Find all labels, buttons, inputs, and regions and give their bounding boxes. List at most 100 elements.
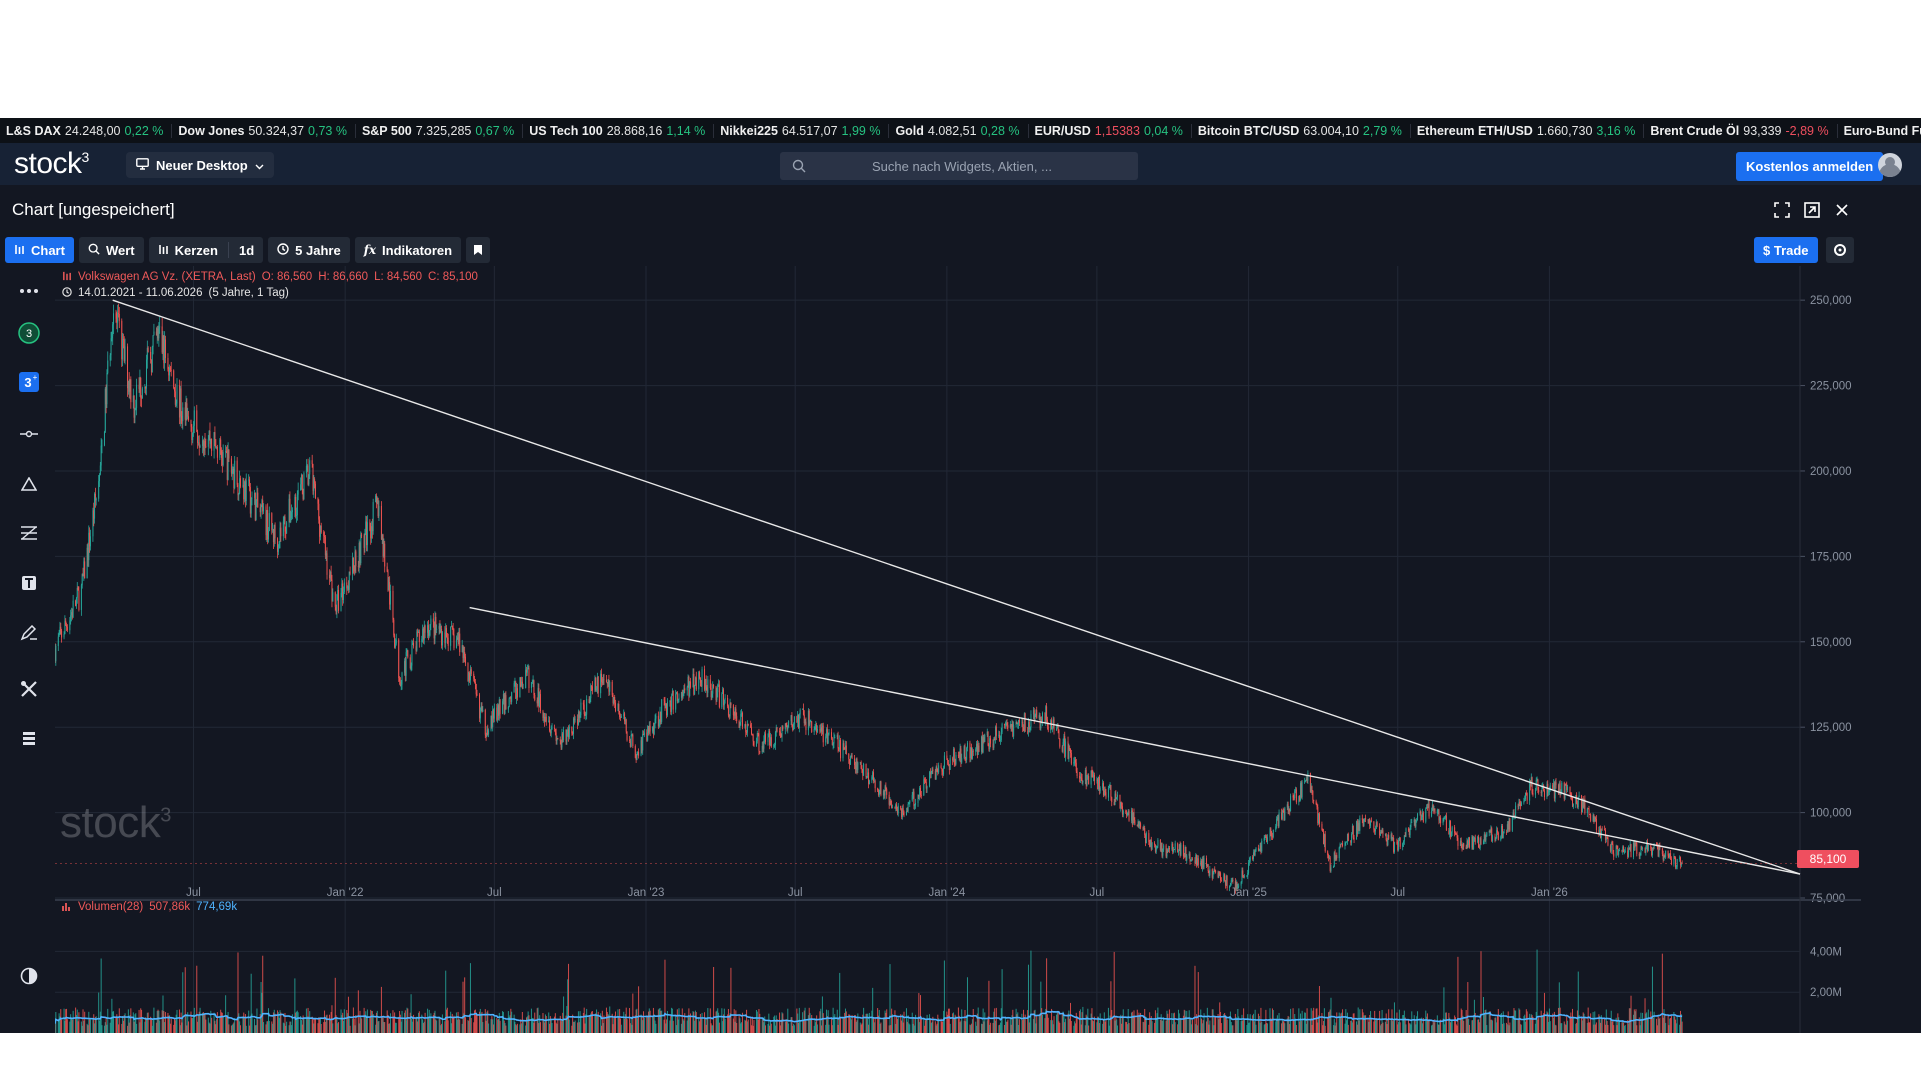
desktop-selector-button[interactable]: Neuer Desktop xyxy=(126,152,274,178)
ticker-item[interactable]: EUR/USD 1,15383 0,04 % xyxy=(1035,123,1192,138)
ticker-item[interactable]: US Tech 100 28.868,16 1,14 % xyxy=(529,123,715,138)
candle-body xyxy=(1426,807,1428,809)
ticker-item[interactable]: Bitcoin BTC/USD 63.004,10 2,79 % xyxy=(1198,123,1411,138)
volume-bar xyxy=(736,1023,738,1033)
volume-bar xyxy=(1451,1020,1453,1033)
candle-body xyxy=(937,771,939,773)
ticker-item[interactable]: Euro-Bund Future xyxy=(1844,124,1921,138)
volume-bar xyxy=(618,1016,620,1033)
volume-bar xyxy=(1092,1020,1094,1033)
ticker-item[interactable]: Brent Crude Öl 93,339 -2,89 % xyxy=(1650,123,1838,138)
popout-icon[interactable] xyxy=(1802,200,1822,220)
candle-body xyxy=(151,346,153,373)
ticker-item[interactable]: Dow Jones 50.324,37 0,73 % xyxy=(178,123,356,138)
text-tool-icon[interactable] xyxy=(17,571,41,595)
candle-body xyxy=(827,734,829,744)
theme-toggle-icon[interactable] xyxy=(17,964,41,988)
wert-button[interactable]: Wert xyxy=(78,237,144,263)
volume-bar xyxy=(1121,1023,1123,1033)
candle-body xyxy=(291,512,293,519)
volume-bar xyxy=(672,1020,674,1033)
candle-body xyxy=(851,755,853,759)
stock3-plus-icon[interactable]: 3 xyxy=(17,321,41,345)
candle-body xyxy=(586,698,588,715)
candle-body xyxy=(1369,818,1371,826)
interval-label[interactable]: 1d xyxy=(238,242,255,258)
candle-body xyxy=(774,732,776,746)
pen-tool-icon[interactable] xyxy=(17,621,41,645)
candle-body xyxy=(1403,841,1405,844)
triangle-tool-icon[interactable] xyxy=(17,472,41,496)
chart-button[interactable]: Chart xyxy=(5,237,74,263)
volume-bar xyxy=(1231,1025,1233,1033)
ticker-item[interactable]: Gold 4.082,51 0,28 % xyxy=(895,123,1029,138)
horizontal-line-tool-icon[interactable] xyxy=(17,422,41,446)
search-input[interactable]: Suche nach Widgets, Aktien, ... xyxy=(780,152,1138,180)
candle-body xyxy=(319,519,321,537)
settings-icon[interactable] xyxy=(1826,237,1854,263)
candle-body xyxy=(1633,842,1635,848)
volume-bar xyxy=(1126,1024,1128,1033)
indicators-button[interactable]: fx Indikatoren xyxy=(354,237,462,263)
candle-body xyxy=(888,794,890,805)
ticker-item[interactable]: S&P 500 7.325,285 0,67 % xyxy=(362,123,524,138)
candle-body xyxy=(1195,854,1197,864)
market-ticker[interactable]: L&S DAX 24.248,00 0,22 % Dow Jones 50.324,37… xyxy=(0,118,1921,143)
fibonacci-tool-icon[interactable] xyxy=(17,521,41,545)
volume-bar xyxy=(780,1019,782,1033)
candle-body xyxy=(920,795,922,796)
instrument-name[interactable]: Volkswagen AG Vz. (XETRA, Last) xyxy=(78,271,256,283)
candle-body xyxy=(1500,836,1502,841)
candle-body xyxy=(948,763,950,765)
ticker-item[interactable]: Ethereum ETH/USD 1.660,730 3,16 % xyxy=(1417,123,1645,138)
volume-bar xyxy=(1139,1014,1141,1033)
volume-bar xyxy=(577,1022,579,1033)
candle-body xyxy=(657,715,659,727)
volume-bar xyxy=(788,1023,790,1033)
trade-button[interactable]: $ Trade xyxy=(1754,237,1818,263)
volume-bar xyxy=(1565,1025,1567,1033)
candle-body xyxy=(1529,780,1531,787)
ticker-item[interactable]: L&S DAX 24.248,00 0,22 % xyxy=(6,123,173,138)
candle-body xyxy=(159,326,161,328)
candle-body xyxy=(589,698,591,703)
candle-body xyxy=(885,786,887,790)
close-icon[interactable] xyxy=(1832,200,1852,220)
tools-icon[interactable] xyxy=(17,677,41,701)
price-chart[interactable]: 250,000225,000200,000175,000150,000125,0… xyxy=(55,266,1861,1033)
candle-body xyxy=(896,809,898,814)
candle-body xyxy=(971,747,973,759)
volume-bar xyxy=(1293,1020,1295,1033)
volume-bar xyxy=(601,1010,603,1033)
candle-body xyxy=(1669,853,1671,857)
volume-bar xyxy=(940,1018,942,1033)
bookmark-button[interactable] xyxy=(466,237,491,263)
volume-bar xyxy=(221,1012,223,1033)
volume-bar xyxy=(245,1025,247,1033)
layers-icon[interactable] xyxy=(17,727,41,751)
candle-body xyxy=(1594,817,1596,822)
candle-body xyxy=(190,419,192,427)
signup-button[interactable]: Kostenlos anmelden xyxy=(1736,152,1884,181)
candle-body xyxy=(1177,843,1179,853)
candle-body xyxy=(577,718,579,725)
volume-bar xyxy=(718,1012,720,1033)
stock3-pro-icon[interactable]: 3 + xyxy=(17,370,41,394)
volume-bar xyxy=(776,1018,778,1033)
candle-body xyxy=(839,739,841,750)
candle-body xyxy=(197,431,199,443)
stock3-logo[interactable]: stock3 xyxy=(14,147,89,181)
volume-label[interactable]: Volumen(28) xyxy=(78,901,144,913)
volume-bar xyxy=(1283,1021,1285,1033)
volume-bar xyxy=(931,1021,933,1033)
candle-body xyxy=(1065,741,1067,757)
avatar[interactable] xyxy=(1878,153,1902,177)
range-button[interactable]: 5 Jahre xyxy=(268,237,350,263)
volume-bar xyxy=(862,1014,864,1033)
more-icon[interactable] xyxy=(17,279,41,303)
ticker-item[interactable]: Nikkei225 64.517,07 1,99 % xyxy=(720,123,890,138)
candle-type-button[interactable]: Kerzen 1d xyxy=(148,237,264,263)
volume-bar xyxy=(1624,1025,1626,1033)
volume-bar xyxy=(811,1015,813,1033)
fullscreen-icon[interactable] xyxy=(1772,200,1792,220)
